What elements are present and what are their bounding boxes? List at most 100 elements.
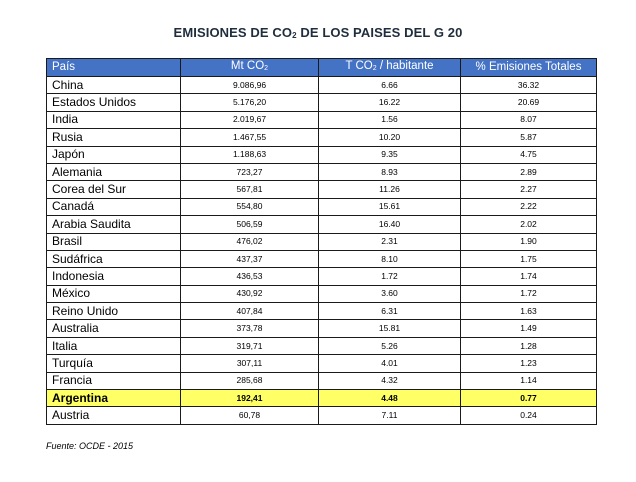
country-cell: Estados Unidos [46,93,181,112]
mt-co2-cell: 307,11 [180,354,319,373]
mt-co2-cell: 567,81 [180,180,319,199]
per-capita-cell: 5.26 [318,336,461,356]
country-cell: Canadá [46,197,181,217]
mt-co2-cell: 9.086,96 [180,75,319,95]
country-cell: Corea del Sur [46,180,181,199]
mt-co2-cell: 192,41 [180,389,319,408]
table-row: Sudáfrica 437,37 8.10 1.75 [46,249,597,269]
country-cell: Rusia [46,128,181,147]
per-capita-cell: 8.10 [318,249,461,269]
table-row: India 2.019,67 1.56 8.07 [46,110,597,130]
country-cell: Reino Unido [46,302,181,321]
per-capita-cell: 4.32 [318,371,461,391]
mt-co2-cell: 407,84 [180,302,319,321]
emissions-table: País Mt CO2 T CO2 / habitante % Emisione… [46,58,597,425]
mt-co2-cell: 430,92 [180,284,319,304]
percent-cell: 2.27 [460,180,597,199]
table-row: Italia 319,71 5.26 1.28 [46,336,597,356]
mt-co2-cell: 5.176,20 [180,93,319,112]
country-cell: Arabia Saudita [46,215,181,234]
country-cell: Alemania [46,162,181,182]
mt-co2-cell: 1.467,55 [180,128,319,147]
country-cell: México [46,284,181,304]
percent-cell: 1.14 [460,371,597,391]
table-row: Rusia 1.467,55 10.20 5.87 [46,128,597,147]
country-cell: Argentina [46,389,181,408]
per-capita-cell: 10.20 [318,128,461,147]
percent-cell: 1.23 [460,354,597,373]
table-row: Argentina 192,41 4.48 0.77 [46,389,597,408]
mt-co2-cell: 723,27 [180,162,319,182]
percent-cell: 2.89 [460,162,597,182]
per-capita-cell: 16.40 [318,215,461,234]
percent-cell: 1.74 [460,267,597,286]
table-row: Australia 373,78 15.81 1.49 [46,319,597,338]
per-capita-cell: 16.22 [318,93,461,112]
percent-cell: 36.32 [460,75,597,95]
table-row: Reino Unido 407,84 6.31 1.63 [46,302,597,321]
page-title: EMISIONES DE CO2 DE LOS PAISES DEL G 20 [173,25,463,40]
mt-co2-cell: 506,59 [180,215,319,234]
percent-cell: 1.63 [460,302,597,321]
per-capita-cell: 15.61 [318,197,461,217]
table-header-row: País Mt CO2 T CO2 / habitante % Emisione… [46,58,597,77]
source-note: Fuente: OCDE - 2015 [46,441,134,451]
mt-co2-cell: 2.019,67 [180,110,319,130]
table-row: Francia 285,68 4.32 1.14 [46,371,597,391]
mt-co2-cell: 319,71 [180,336,319,356]
country-cell: China [46,75,181,95]
percent-cell: 8.07 [460,110,597,130]
column-header-country: País [46,58,181,77]
country-cell: Italia [46,336,181,356]
mt-co2-cell: 285,68 [180,371,319,391]
table-row: México 430,92 3.60 1.72 [46,284,597,304]
mt-co2-cell: 1.188,63 [180,145,319,164]
country-cell: Japón [46,145,181,164]
mt-co2-cell: 476,02 [180,232,319,251]
per-capita-cell: 3.60 [318,284,461,304]
per-capita-cell: 15.81 [318,319,461,338]
percent-cell: 2.22 [460,197,597,217]
percent-cell: 20.69 [460,93,597,112]
table-row: Estados Unidos 5.176,20 16.22 20.69 [46,93,597,112]
country-cell: Indonesia [46,267,181,286]
country-cell: Austria [46,406,181,425]
percent-cell: 2.02 [460,215,597,234]
column-header-per-capita: T CO2 / habitante [318,58,461,77]
mt-co2-cell: 436,53 [180,267,319,286]
per-capita-cell: 8.93 [318,162,461,182]
mt-co2-cell: 437,37 [180,249,319,269]
percent-cell: 0.24 [460,406,597,425]
country-cell: Sudáfrica [46,249,181,269]
table-body: China 9.086,96 6.66 36.32 Estados Unidos 5.17… [46,75,597,425]
percent-cell: 1.72 [460,284,597,304]
percent-cell: 5.87 [460,128,597,147]
column-header-percent: % Emisiones Totales [460,58,597,77]
per-capita-cell: 11.26 [318,180,461,199]
percent-cell: 4.75 [460,145,597,164]
per-capita-cell: 1.72 [318,267,461,286]
table-row: China 9.086,96 6.66 36.32 [46,75,597,95]
table-row: Arabia Saudita 506,59 16.40 2.02 [46,215,597,234]
percent-cell: 1.75 [460,249,597,269]
per-capita-cell: 4.01 [318,354,461,373]
country-cell: Australia [46,319,181,338]
per-capita-cell: 1.56 [318,110,461,130]
per-capita-cell: 6.66 [318,75,461,95]
per-capita-cell: 6.31 [318,302,461,321]
table-row: Japón 1.188,63 9.35 4.75 [46,145,597,164]
table-row: Indonesia 436,53 1.72 1.74 [46,267,597,286]
percent-cell: 1.49 [460,319,597,338]
percent-cell: 1.28 [460,336,597,356]
country-cell: Francia [46,371,181,391]
table-row: Alemania 723,27 8.93 2.89 [46,162,597,182]
mt-co2-cell: 60,78 [180,406,319,425]
table-row: Austria 60,78 7.11 0.24 [46,406,597,425]
country-cell: Turquía [46,354,181,373]
mt-co2-cell: 554,80 [180,197,319,217]
percent-cell: 0.77 [460,389,597,408]
table-row: Turquía 307,11 4.01 1.23 [46,354,597,373]
per-capita-cell: 9.35 [318,145,461,164]
table-row: Canadá 554,80 15.61 2.22 [46,197,597,217]
country-cell: Brasil [46,232,181,251]
